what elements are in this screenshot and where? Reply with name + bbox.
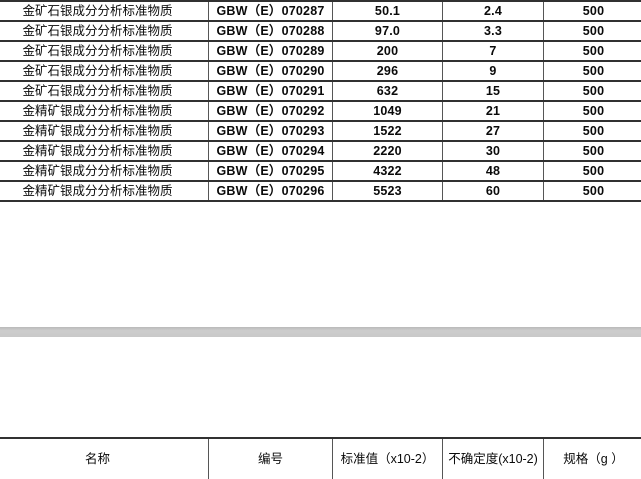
cell-spec: 500: [544, 121, 641, 141]
cell-uncertainty: 27: [443, 121, 544, 141]
cell-uncertainty: 9: [443, 61, 544, 81]
cell-standard-value: 50.1: [333, 1, 443, 21]
cell-standard-value: 1049: [333, 101, 443, 121]
cell-uncertainty: 21: [443, 101, 544, 121]
cell-code: GBW（E）070288: [209, 21, 333, 41]
cell-spec: 500: [544, 181, 641, 201]
cell-uncertainty: 48: [443, 161, 544, 181]
cell-standard-value: 632: [333, 81, 443, 101]
cell-spec: 500: [544, 21, 641, 41]
cell-code: GBW（E）070293: [209, 121, 333, 141]
cell-code: GBW（E）070289: [209, 41, 333, 61]
cell-spec: 500: [544, 41, 641, 61]
cell-spec: 500: [544, 81, 641, 101]
cell-name: 金矿石银成分分析标准物质: [0, 41, 209, 61]
cell-code: GBW（E）070290: [209, 61, 333, 81]
cell-standard-value: 1522: [333, 121, 443, 141]
cell-uncertainty: 3.3: [443, 21, 544, 41]
cell-standard-value: 5523: [333, 181, 443, 201]
cell-code: GBW（E）070296: [209, 181, 333, 201]
cell-name: 金精矿银成分分析标准物质: [0, 181, 209, 201]
cell-uncertainty: 2.4: [443, 1, 544, 21]
page-separator: [0, 327, 641, 337]
cell-name: 金精矿银成分分析标准物质: [0, 161, 209, 181]
cell-uncertainty: 30: [443, 141, 544, 161]
cell-code: GBW（E）070287: [209, 1, 333, 21]
cell-uncertainty: 7: [443, 41, 544, 61]
cell-name: 金精矿银成分分析标准物质: [0, 121, 209, 141]
cell-code: GBW（E）070294: [209, 141, 333, 161]
cell-standard-value: 2220: [333, 141, 443, 161]
cell-name: 金矿石银成分分析标准物质: [0, 1, 209, 21]
cell-name: 金矿石银成分分析标准物质: [0, 61, 209, 81]
cell-code: GBW（E）070292: [209, 101, 333, 121]
cell-standard-value: 296: [333, 61, 443, 81]
cell-spec: 500: [544, 61, 641, 81]
cell-spec: 500: [544, 1, 641, 21]
cell-name: 金矿石银成分分析标准物质: [0, 21, 209, 41]
cell-name: 金精矿银成分分析标准物质: [0, 141, 209, 161]
cell-standard-value: 200: [333, 41, 443, 61]
cell-code: GBW（E）070295: [209, 161, 333, 181]
cell-name: 金矿石银成分分析标准物质: [0, 81, 209, 101]
cell-standard-value: 97.0: [333, 21, 443, 41]
cell-standard-value: 4322: [333, 161, 443, 181]
cell-spec: 500: [544, 161, 641, 181]
cell-name: 金精矿银成分分析标准物质: [0, 101, 209, 121]
cell-code: GBW（E）070291: [209, 81, 333, 101]
cell-uncertainty: 60: [443, 181, 544, 201]
cell-spec: 500: [544, 141, 641, 161]
cell-spec: 500: [544, 101, 641, 121]
cell-uncertainty: 15: [443, 81, 544, 101]
